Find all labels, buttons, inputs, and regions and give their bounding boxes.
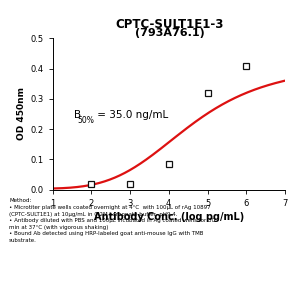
X-axis label: Antibody Conc. (log pg/mL): Antibody Conc. (log pg/mL) xyxy=(94,212,244,222)
Text: CPTC-SULT1E1-3: CPTC-SULT1E1-3 xyxy=(115,18,224,31)
Text: 50%: 50% xyxy=(77,116,94,125)
Text: = 35.0 ng/mL: = 35.0 ng/mL xyxy=(94,111,168,121)
Y-axis label: OD 450nm: OD 450nm xyxy=(17,87,26,141)
Text: B: B xyxy=(74,111,81,121)
Text: (793A76.1): (793A76.1) xyxy=(135,28,204,38)
Text: Method:
• Microtiter plate wells coated overnight at 4°C  with 100μL of rAg 1089: Method: • Microtiter plate wells coated … xyxy=(9,198,215,243)
